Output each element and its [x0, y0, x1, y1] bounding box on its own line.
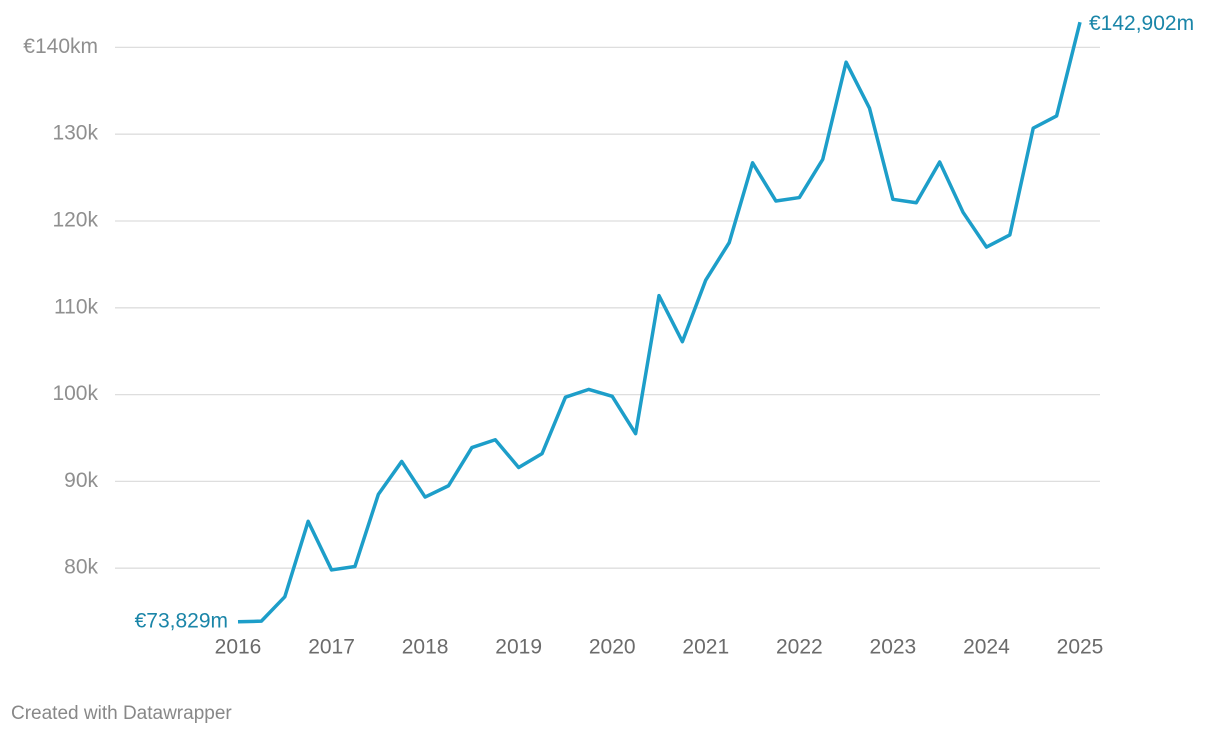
y-tick-label: 80k: [64, 556, 98, 579]
y-tick-label: 110k: [54, 295, 98, 318]
value-label: €73,829m: [135, 609, 228, 632]
y-tick-label: 100k: [52, 382, 98, 405]
x-tick-label: 2016: [215, 636, 262, 659]
y-tick-label: 130k: [52, 122, 98, 145]
x-tick-label: 2023: [870, 636, 917, 659]
line: [237, 21, 1082, 624]
y-tick-label: €140km: [23, 35, 98, 58]
y-tick-label: 120k: [52, 209, 98, 232]
x-tick-label: 2021: [682, 636, 729, 659]
x-tick-label: 2018: [402, 636, 449, 659]
y-tick-label: 90k: [64, 469, 98, 492]
x-tick-label: 2019: [495, 636, 542, 659]
x-tick-label: 2025: [1057, 636, 1104, 659]
value-label: €142,902m: [1089, 12, 1194, 35]
x-tick-label: 2022: [776, 636, 823, 659]
x-tick-label: 2017: [308, 636, 355, 659]
footer: Created with Datawrapper: [11, 703, 232, 724]
x-tick-label: 2020: [589, 636, 636, 659]
x-tick-label: 2024: [963, 636, 1010, 659]
